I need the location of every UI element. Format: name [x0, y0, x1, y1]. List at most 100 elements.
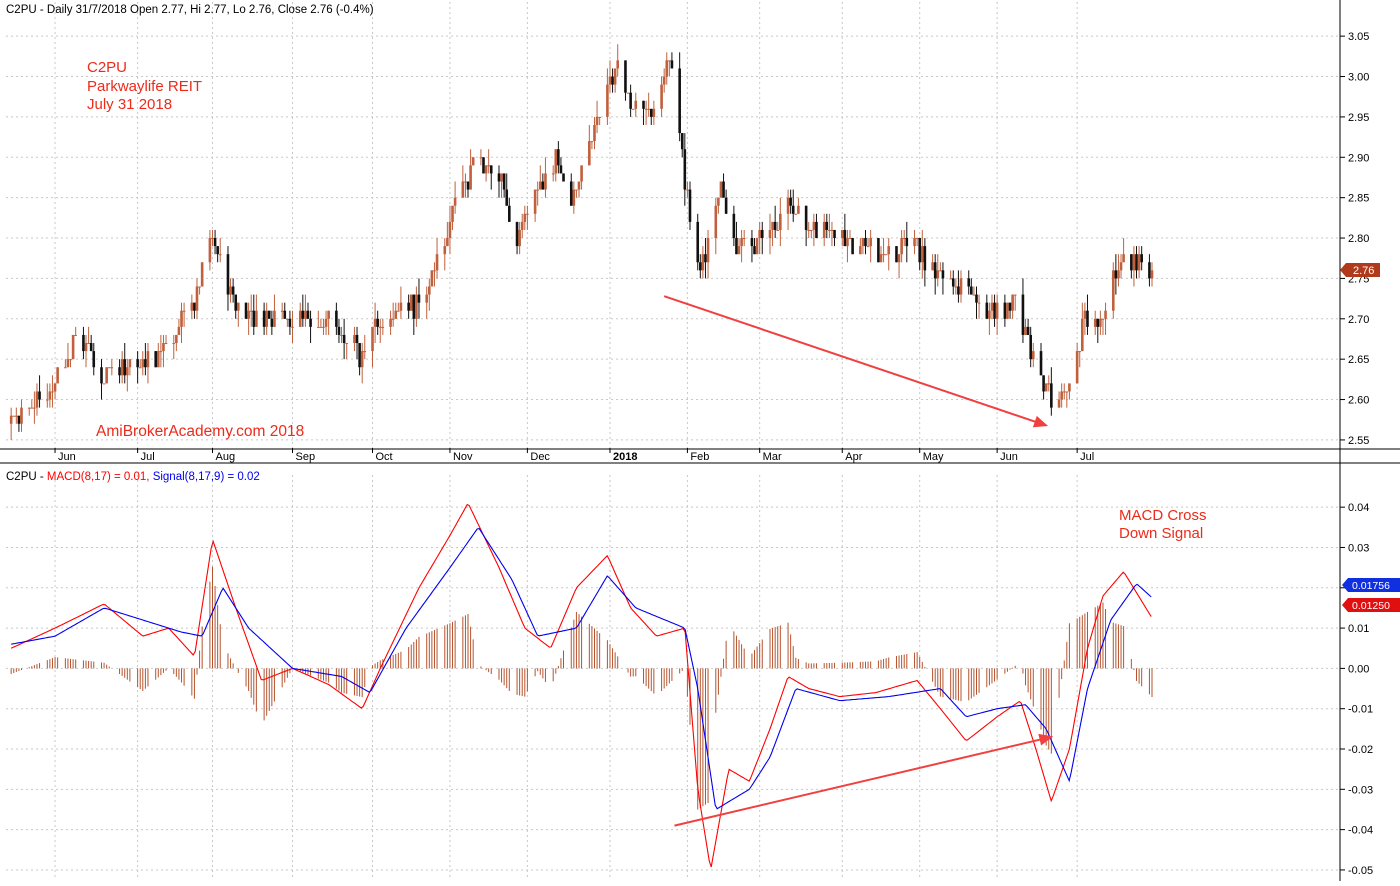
- candle-body-172: [629, 92, 632, 109]
- candle-body-150: [551, 173, 555, 175]
- candle-body-193: [704, 254, 707, 263]
- macd-line: [10, 503, 1152, 868]
- candle-131: [482, 157, 485, 174]
- candle-167: [611, 68, 614, 93]
- candle-body-97: [358, 343, 361, 368]
- candle-63: [234, 294, 238, 319]
- candle-body-307: [1117, 270, 1120, 279]
- candle-body-125: [461, 181, 465, 198]
- candle-body-56: [211, 238, 214, 240]
- candle-136: [500, 173, 503, 198]
- candle-123: [451, 205, 454, 230]
- candle-221: [807, 221, 811, 239]
- candle-body-233: [848, 238, 852, 240]
- candle-227: [828, 213, 831, 239]
- candle-99: [363, 334, 367, 360]
- grid-layer: [6, 2, 1340, 878]
- candle-64: [236, 302, 240, 327]
- month-label-12: Jun: [1000, 451, 1018, 463]
- candle-130: [479, 149, 483, 166]
- macd-ytick-label-5: -0.01: [1348, 704, 1373, 716]
- candle-118: [433, 262, 436, 287]
- candle-69: [255, 294, 258, 327]
- candle-body-77: [286, 318, 289, 320]
- candle-22: [87, 326, 90, 345]
- last-price-tag: 2.76: [1340, 263, 1380, 277]
- candle-body-272: [990, 302, 994, 311]
- candle-body-75: [280, 310, 284, 312]
- macd-lines: [10, 503, 1152, 868]
- candle-133: [487, 149, 490, 174]
- candle-body-127: [466, 181, 470, 190]
- candle-body-141: [518, 229, 521, 247]
- trendlines: [663, 295, 1054, 827]
- candle-body-165: [606, 84, 609, 117]
- candle-209: [760, 221, 764, 255]
- candle-body-80: [298, 310, 302, 327]
- candle-body-66: [247, 310, 250, 319]
- candle-220: [804, 205, 808, 247]
- candle-body-16: [66, 359, 70, 368]
- candle-body-159: [580, 165, 583, 182]
- candle-18: [71, 334, 75, 360]
- candle-body-176: [644, 108, 648, 110]
- candle-body-204: [742, 238, 746, 240]
- candle-body-52: [195, 286, 199, 311]
- candle-body-185: [678, 68, 681, 134]
- candle-body-184: [670, 60, 674, 69]
- candle-188: [686, 181, 689, 198]
- candle-body-293: [1065, 391, 1069, 393]
- macd-ytick-label-9: -0.05: [1348, 865, 1373, 877]
- candle-body-256: [933, 262, 937, 279]
- candle-body-208: [758, 229, 761, 239]
- candle-body-11: [48, 391, 52, 400]
- month-label-8: Feb: [690, 451, 709, 463]
- candle-body-48: [180, 310, 183, 327]
- candle-body-195: [714, 205, 718, 239]
- candle-182: [665, 52, 669, 85]
- candle-24: [92, 343, 96, 376]
- candle-body-253: [920, 246, 924, 263]
- candle-body-180: [660, 84, 663, 109]
- candle-body-289: [1050, 383, 1053, 408]
- candle-body-65: [244, 302, 248, 319]
- candle-body-85: [317, 326, 320, 328]
- candle-body-227: [828, 229, 831, 231]
- signal-value-tag: 0.01756: [1342, 578, 1400, 592]
- candle-310: [1130, 254, 1133, 279]
- candle-195: [714, 197, 718, 255]
- candle-body-13: [53, 383, 57, 392]
- candle-81: [301, 294, 305, 327]
- candle-216: [789, 189, 792, 214]
- candle-55: [208, 229, 212, 271]
- candle-240: [877, 238, 880, 263]
- candle-body-190: [696, 221, 700, 263]
- candle-body-102: [376, 318, 379, 327]
- candle-body-167: [611, 76, 614, 85]
- candle-173: [631, 108, 635, 110]
- candle-89: [327, 310, 330, 335]
- candle-body-268: [975, 294, 978, 303]
- candle-body-156: [572, 189, 576, 206]
- candle-body-229: [833, 229, 836, 239]
- candle-body-112: [412, 294, 416, 319]
- candle-203: [740, 229, 743, 263]
- candle-body-212: [773, 221, 777, 230]
- candle-230: [840, 229, 844, 247]
- candle-9: [38, 375, 41, 408]
- candle-83: [306, 302, 310, 319]
- candle-body-14: [56, 367, 59, 384]
- candle-body-243: [884, 254, 888, 256]
- candle-body-203: [740, 238, 743, 247]
- candle-body-249: [905, 238, 909, 247]
- candle-165: [606, 68, 609, 125]
- price-panel-header: C2PU - Daily 31/7/2018 Open 2.77, Hi 2.7…: [6, 4, 374, 16]
- candle-3: [17, 415, 21, 432]
- candle-90: [335, 302, 338, 335]
- candle-225: [822, 213, 826, 247]
- candle-body-261: [951, 278, 955, 287]
- candle-238: [866, 238, 870, 248]
- candle-body-143: [523, 213, 527, 222]
- candle-body-49: [182, 310, 186, 312]
- candle-body-67: [249, 310, 253, 312]
